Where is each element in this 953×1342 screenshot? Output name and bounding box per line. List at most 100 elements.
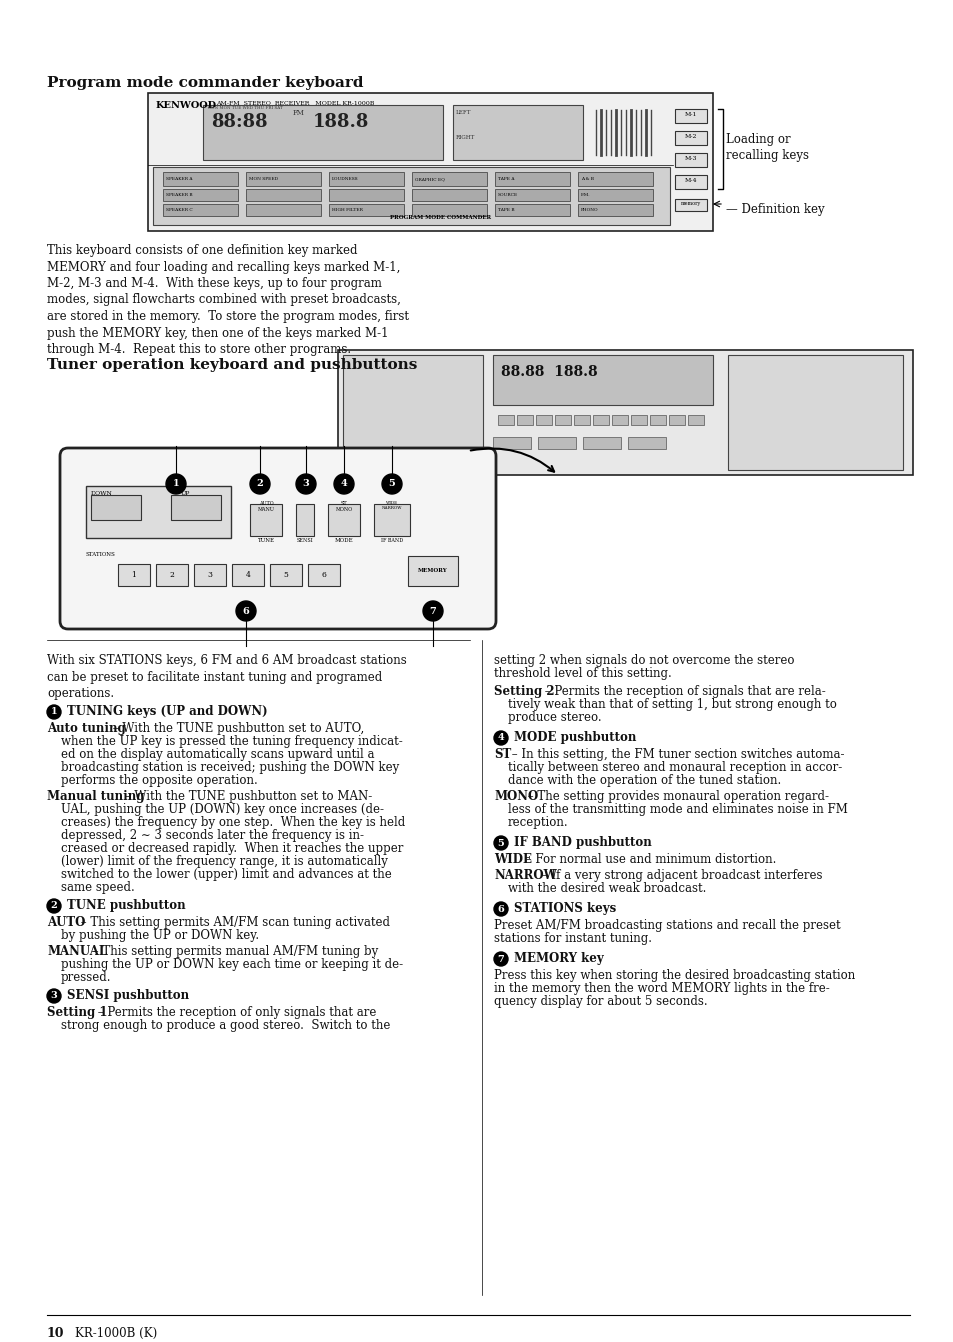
- Text: – If a very strong adjacent broadcast interferes: – If a very strong adjacent broadcast in…: [537, 870, 821, 882]
- Text: TAPE A: TAPE A: [497, 177, 514, 181]
- Circle shape: [250, 474, 270, 494]
- Text: WIDE
NARROW: WIDE NARROW: [381, 501, 402, 510]
- Circle shape: [334, 474, 354, 494]
- Bar: [329, 204, 403, 216]
- Bar: [412, 204, 486, 216]
- Bar: [374, 505, 410, 535]
- Bar: [582, 437, 620, 450]
- Bar: [675, 109, 706, 123]
- Text: MANUAL: MANUAL: [47, 945, 107, 958]
- Text: KR-1000B (K): KR-1000B (K): [75, 1327, 157, 1341]
- Bar: [118, 564, 150, 586]
- Text: M-4: M-4: [684, 178, 697, 184]
- Text: Preset AM/FM broadcasting stations and recall the preset: Preset AM/FM broadcasting stations and r…: [494, 919, 840, 931]
- Bar: [148, 93, 712, 231]
- Text: SPEAKER C: SPEAKER C: [166, 208, 193, 212]
- Text: WIDE: WIDE: [494, 854, 532, 866]
- Text: MON SPEED: MON SPEED: [249, 177, 278, 181]
- Text: 2: 2: [51, 902, 57, 910]
- Bar: [328, 505, 359, 535]
- Bar: [630, 415, 646, 425]
- Bar: [578, 204, 652, 216]
- Text: switched to the lower (upper) limit and advances at the: switched to the lower (upper) limit and …: [61, 868, 392, 880]
- Text: 3: 3: [208, 570, 213, 578]
- Text: – With the TUNE pushbutton set to AUTO,: – With the TUNE pushbutton set to AUTO,: [109, 722, 364, 735]
- Text: 3: 3: [51, 992, 57, 1001]
- Bar: [232, 564, 264, 586]
- Bar: [675, 153, 706, 166]
- Text: 1: 1: [51, 707, 57, 717]
- Text: when the UP key is pressed the tuning frequency indicat-: when the UP key is pressed the tuning fr…: [61, 735, 402, 747]
- Bar: [91, 495, 141, 519]
- Bar: [163, 189, 237, 201]
- Text: (lower) limit of the frequency range, it is automatically: (lower) limit of the frequency range, it…: [61, 855, 388, 868]
- Text: IF BAND pushbutton: IF BAND pushbutton: [514, 836, 651, 849]
- Bar: [329, 189, 403, 201]
- Text: F.M.: F.M.: [580, 193, 590, 197]
- Bar: [495, 172, 569, 187]
- Bar: [536, 415, 552, 425]
- Text: 7: 7: [429, 607, 436, 616]
- Text: KENWOOD: KENWOOD: [156, 101, 216, 110]
- Bar: [687, 415, 703, 425]
- Text: 1: 1: [172, 479, 179, 488]
- Bar: [246, 204, 320, 216]
- Bar: [250, 505, 282, 535]
- Text: TUNE: TUNE: [257, 538, 274, 544]
- Bar: [270, 564, 302, 586]
- Bar: [497, 415, 514, 425]
- Text: ST
MONO: ST MONO: [335, 501, 353, 511]
- Text: 5: 5: [283, 570, 288, 578]
- Text: SENSI pushbutton: SENSI pushbutton: [67, 989, 189, 1002]
- Text: – For normal use and minimum distortion.: – For normal use and minimum distortion.: [521, 854, 776, 866]
- Text: ed on the display automatically scans upward until a: ed on the display automatically scans up…: [61, 747, 375, 761]
- Text: 88:88: 88:88: [211, 113, 268, 132]
- Circle shape: [494, 731, 507, 745]
- Text: less of the transmitting mode and eliminates noise in FM: less of the transmitting mode and elimin…: [507, 803, 847, 816]
- Text: performs the opposite operation.: performs the opposite operation.: [61, 774, 257, 786]
- Text: – The setting provides monaural operation regard-: – The setting provides monaural operatio…: [523, 790, 828, 803]
- Bar: [593, 415, 608, 425]
- Text: MEMORY: MEMORY: [417, 569, 447, 573]
- Circle shape: [235, 601, 255, 621]
- Text: Tuner operation keyboard and pushbuttons: Tuner operation keyboard and pushbuttons: [47, 358, 417, 372]
- Circle shape: [494, 836, 507, 849]
- Bar: [627, 437, 665, 450]
- Bar: [453, 105, 582, 160]
- Text: – Permits the reception of only signals that are: – Permits the reception of only signals …: [94, 1006, 376, 1019]
- Text: Setting 2: Setting 2: [494, 684, 554, 698]
- Text: LOUDNESS: LOUDNESS: [332, 177, 358, 181]
- Text: With six STATIONS keys, 6 FM and 6 AM broadcast stations
can be preset to facili: With six STATIONS keys, 6 FM and 6 AM br…: [47, 654, 406, 701]
- Bar: [171, 495, 221, 519]
- Bar: [329, 172, 403, 187]
- Text: Press this key when storing the desired broadcasting station: Press this key when storing the desired …: [494, 969, 854, 982]
- Text: MODE pushbutton: MODE pushbutton: [514, 731, 636, 743]
- Text: quency display for about 5 seconds.: quency display for about 5 seconds.: [494, 994, 707, 1008]
- Bar: [574, 415, 589, 425]
- Text: STATIONS: STATIONS: [86, 552, 115, 557]
- Bar: [193, 564, 226, 586]
- Bar: [675, 199, 706, 211]
- Text: 188.8: 188.8: [313, 113, 369, 132]
- Text: 6: 6: [242, 607, 249, 616]
- Text: 4: 4: [340, 479, 347, 488]
- Bar: [295, 505, 314, 535]
- Text: broadcasting station is received; pushing the DOWN key: broadcasting station is received; pushin…: [61, 761, 399, 774]
- Bar: [203, 105, 442, 160]
- Text: AM-FM  STEREO  RECEIVER   MODEL KR-1000B: AM-FM STEREO RECEIVER MODEL KR-1000B: [215, 101, 374, 106]
- Bar: [493, 356, 712, 405]
- Text: TUNE pushbutton: TUNE pushbutton: [67, 899, 186, 913]
- Text: depressed, 2 ∼ 3 seconds later the frequency is in-: depressed, 2 ∼ 3 seconds later the frequ…: [61, 829, 364, 841]
- Bar: [649, 415, 665, 425]
- Text: SPEAKER B: SPEAKER B: [166, 193, 193, 197]
- Text: 88.88  188.8: 88.88 188.8: [500, 365, 597, 378]
- Text: setting 2 when signals do not overcome the stereo: setting 2 when signals do not overcome t…: [494, 654, 794, 667]
- Text: reception.: reception.: [507, 816, 568, 829]
- Text: AUTO: AUTO: [47, 917, 85, 929]
- Text: tively weak than that of setting 1, but strong enough to: tively weak than that of setting 1, but …: [507, 698, 836, 711]
- Text: 10: 10: [47, 1327, 65, 1341]
- Bar: [412, 189, 486, 201]
- Text: – In this setting, the FM tuner section switches automa-: – In this setting, the FM tuner section …: [507, 747, 843, 761]
- Text: Setting 1: Setting 1: [47, 1006, 108, 1019]
- Text: AUTO
MANU: AUTO MANU: [257, 501, 274, 511]
